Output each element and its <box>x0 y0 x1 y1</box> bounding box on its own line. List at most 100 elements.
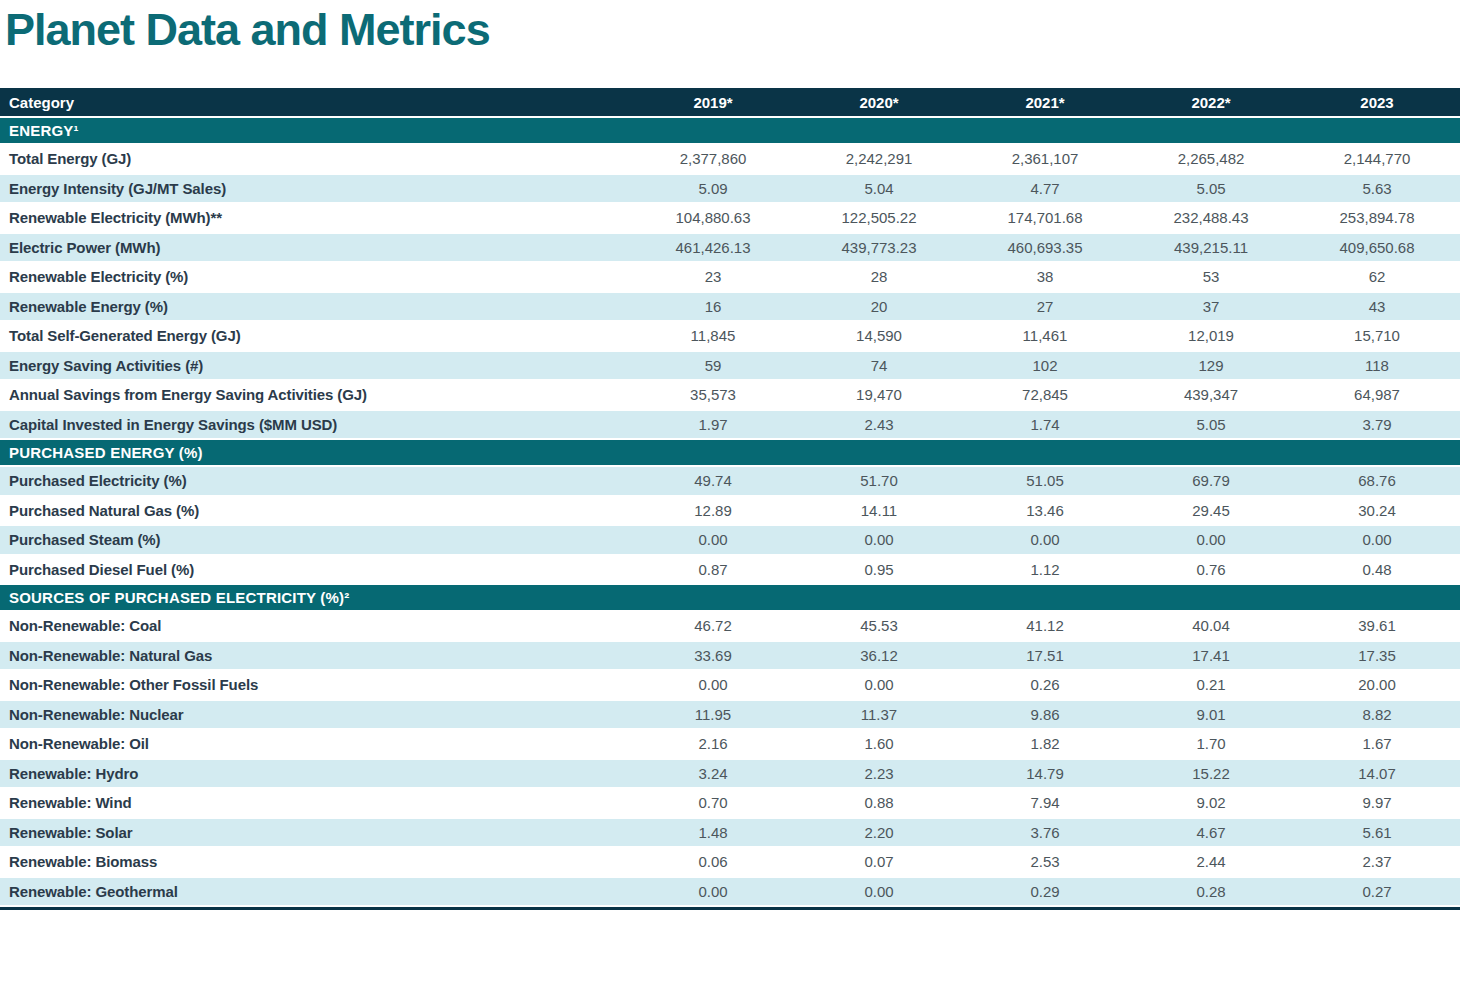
cell-value: 4.77 <box>962 175 1128 205</box>
cell-value: 0.00 <box>796 526 962 556</box>
cell-value: 5.63 <box>1294 175 1460 205</box>
cell-value: 253,894.78 <box>1294 204 1460 234</box>
row-label: Electric Power (MWh) <box>0 234 630 264</box>
cell-value: 27 <box>962 293 1128 323</box>
table-row: Annual Savings from Energy Saving Activi… <box>0 381 1460 411</box>
cell-value: 5.61 <box>1294 819 1460 849</box>
cell-value: 0.21 <box>1128 671 1294 701</box>
cell-value: 0.95 <box>796 556 962 586</box>
row-label: Non-Renewable: Other Fossil Fuels <box>0 671 630 701</box>
table-row: Renewable Electricity (MWh)**104,880.631… <box>0 204 1460 234</box>
column-header-2020: 2020* <box>796 88 962 118</box>
cell-value: 3.24 <box>630 760 796 790</box>
cell-value: 0.88 <box>796 789 962 819</box>
cell-value: 30.24 <box>1294 497 1460 527</box>
cell-value: 439,347 <box>1128 381 1294 411</box>
table-row: Non-Renewable: Nuclear11.9511.379.869.01… <box>0 701 1460 731</box>
cell-value: 5.05 <box>1128 175 1294 205</box>
row-label: Renewable: Hydro <box>0 760 630 790</box>
cell-value: 102 <box>962 352 1128 382</box>
cell-value: 38 <box>962 263 1128 293</box>
table-row: Energy Intensity (GJ/MT Sales)5.095.044.… <box>0 175 1460 205</box>
cell-value: 1.48 <box>630 819 796 849</box>
cell-value: 33.69 <box>630 642 796 672</box>
column-header-2021: 2021* <box>962 88 1128 118</box>
cell-value: 12.89 <box>630 497 796 527</box>
cell-value: 40.04 <box>1128 612 1294 642</box>
table-row: Purchased Natural Gas (%)12.8914.1113.46… <box>0 497 1460 527</box>
cell-value: 35,573 <box>630 381 796 411</box>
row-label: Purchased Natural Gas (%) <box>0 497 630 527</box>
cell-value: 9.02 <box>1128 789 1294 819</box>
cell-value: 2,144,770 <box>1294 145 1460 175</box>
cell-value: 1.82 <box>962 730 1128 760</box>
table-row: Renewable: Geothermal0.000.000.290.280.2… <box>0 878 1460 908</box>
table-row: Total Self-Generated Energy (GJ)11,84514… <box>0 322 1460 352</box>
row-label: Non-Renewable: Natural Gas <box>0 642 630 672</box>
metrics-table: Category 2019* 2020* 2021* 2022* 2023 EN… <box>0 88 1460 910</box>
cell-value: 5.04 <box>796 175 962 205</box>
cell-value: 1.60 <box>796 730 962 760</box>
cell-value: 0.00 <box>796 878 962 908</box>
cell-value: 1.74 <box>962 411 1128 441</box>
cell-value: 9.97 <box>1294 789 1460 819</box>
cell-value: 59 <box>630 352 796 382</box>
cell-value: 461,426.13 <box>630 234 796 264</box>
cell-value: 13.46 <box>962 497 1128 527</box>
cell-value: 2.20 <box>796 819 962 849</box>
cell-value: 2,265,482 <box>1128 145 1294 175</box>
table-row: Renewable: Biomass0.060.072.532.442.37 <box>0 848 1460 878</box>
cell-value: 51.70 <box>796 467 962 497</box>
row-label: Renewable: Geothermal <box>0 878 630 908</box>
row-label: Total Energy (GJ) <box>0 145 630 175</box>
table-row: Non-Renewable: Natural Gas33.6936.1217.5… <box>0 642 1460 672</box>
row-label: Energy Intensity (GJ/MT Sales) <box>0 175 630 205</box>
table-row: Purchased Steam (%)0.000.000.000.000.00 <box>0 526 1460 556</box>
cell-value: 17.41 <box>1128 642 1294 672</box>
cell-value: 0.07 <box>796 848 962 878</box>
cell-value: 28 <box>796 263 962 293</box>
section-header-row: SOURCES OF PURCHASED ELECTRICITY (%)² <box>0 585 1460 612</box>
cell-value: 2.53 <box>962 848 1128 878</box>
row-label: Capital Invested in Energy Savings ($MM … <box>0 411 630 441</box>
cell-value: 2.23 <box>796 760 962 790</box>
cell-value: 3.76 <box>962 819 1128 849</box>
cell-value: 72,845 <box>962 381 1128 411</box>
row-label: Non-Renewable: Nuclear <box>0 701 630 731</box>
cell-value: 69.79 <box>1128 467 1294 497</box>
row-label: Renewable: Wind <box>0 789 630 819</box>
row-label: Purchased Diesel Fuel (%) <box>0 556 630 586</box>
cell-value: 0.00 <box>796 671 962 701</box>
cell-value: 4.67 <box>1128 819 1294 849</box>
cell-value: 0.28 <box>1128 878 1294 908</box>
cell-value: 460,693.35 <box>962 234 1128 264</box>
table-row: Non-Renewable: Coal46.7245.5341.1240.043… <box>0 612 1460 642</box>
row-label: Renewable Electricity (%) <box>0 263 630 293</box>
cell-value: 68.76 <box>1294 467 1460 497</box>
cell-value: 0.87 <box>630 556 796 586</box>
cell-value: 15.22 <box>1128 760 1294 790</box>
cell-value: 17.51 <box>962 642 1128 672</box>
cell-value: 439,215.11 <box>1128 234 1294 264</box>
row-label: Renewable: Solar <box>0 819 630 849</box>
cell-value: 0.70 <box>630 789 796 819</box>
cell-value: 1.70 <box>1128 730 1294 760</box>
cell-value: 45.53 <box>796 612 962 642</box>
cell-value: 53 <box>1128 263 1294 293</box>
row-label: Renewable: Biomass <box>0 848 630 878</box>
table-row: Purchased Diesel Fuel (%)0.870.951.120.7… <box>0 556 1460 586</box>
column-header-2022: 2022* <box>1128 88 1294 118</box>
cell-value: 8.82 <box>1294 701 1460 731</box>
cell-value: 1.67 <box>1294 730 1460 760</box>
table-row: Electric Power (MWh)461,426.13439,773.23… <box>0 234 1460 264</box>
cell-value: 439,773.23 <box>796 234 962 264</box>
cell-value: 0.00 <box>630 671 796 701</box>
column-header-2019: 2019* <box>630 88 796 118</box>
cell-value: 409,650.68 <box>1294 234 1460 264</box>
row-label: Non-Renewable: Coal <box>0 612 630 642</box>
table-row: Renewable: Hydro3.242.2314.7915.2214.07 <box>0 760 1460 790</box>
cell-value: 1.97 <box>630 411 796 441</box>
cell-value: 11,461 <box>962 322 1128 352</box>
cell-value: 17.35 <box>1294 642 1460 672</box>
row-label: Total Self-Generated Energy (GJ) <box>0 322 630 352</box>
